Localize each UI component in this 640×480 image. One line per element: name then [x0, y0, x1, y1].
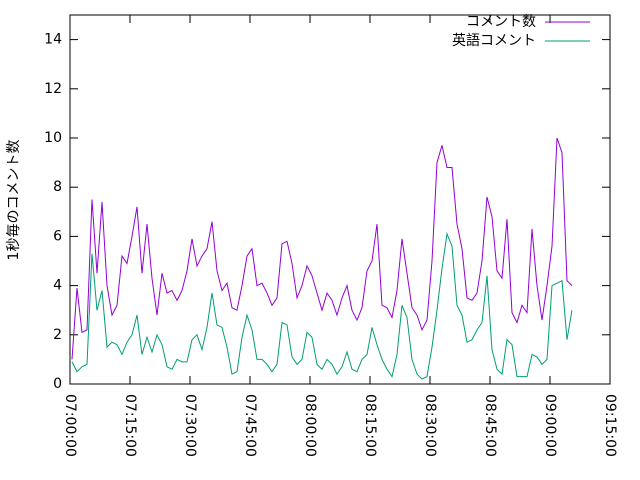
- line-series: [71, 137, 573, 360]
- y-tick-label: 2: [53, 327, 62, 343]
- x-tick-label: 07:30:00: [182, 394, 198, 457]
- x-tick-label: 08:30:00: [422, 394, 438, 457]
- x-tick-label: 08:15:00: [362, 394, 378, 457]
- x-tick-label: 08:00:00: [302, 394, 318, 457]
- legend-label: コメント数: [466, 14, 536, 30]
- x-tick-label: 09:00:00: [542, 394, 558, 457]
- y-tick-label: 0: [53, 376, 62, 392]
- plot-frame: [69, 14, 611, 385]
- y-tick-label: 8: [53, 179, 62, 195]
- y-tick-label: 14: [44, 32, 62, 48]
- x-tick-label: 09:15:00: [602, 394, 618, 457]
- line-series: [71, 232, 573, 380]
- y-tick-label: 6: [53, 228, 62, 244]
- y-tick-label: 10: [44, 130, 62, 146]
- x-tick-label: 07:45:00: [242, 394, 258, 457]
- x-tick-label: 08:45:00: [482, 394, 498, 457]
- x-tick-label: 07:00:00: [62, 394, 78, 457]
- legend-label: 英語コメント: [452, 32, 536, 49]
- x-tick-label: 07:15:00: [122, 394, 138, 457]
- y-axis-label: 1秒毎のコメント数: [6, 140, 22, 261]
- y-tick-label: 4: [53, 278, 62, 294]
- y-tick-label: 12: [44, 81, 62, 97]
